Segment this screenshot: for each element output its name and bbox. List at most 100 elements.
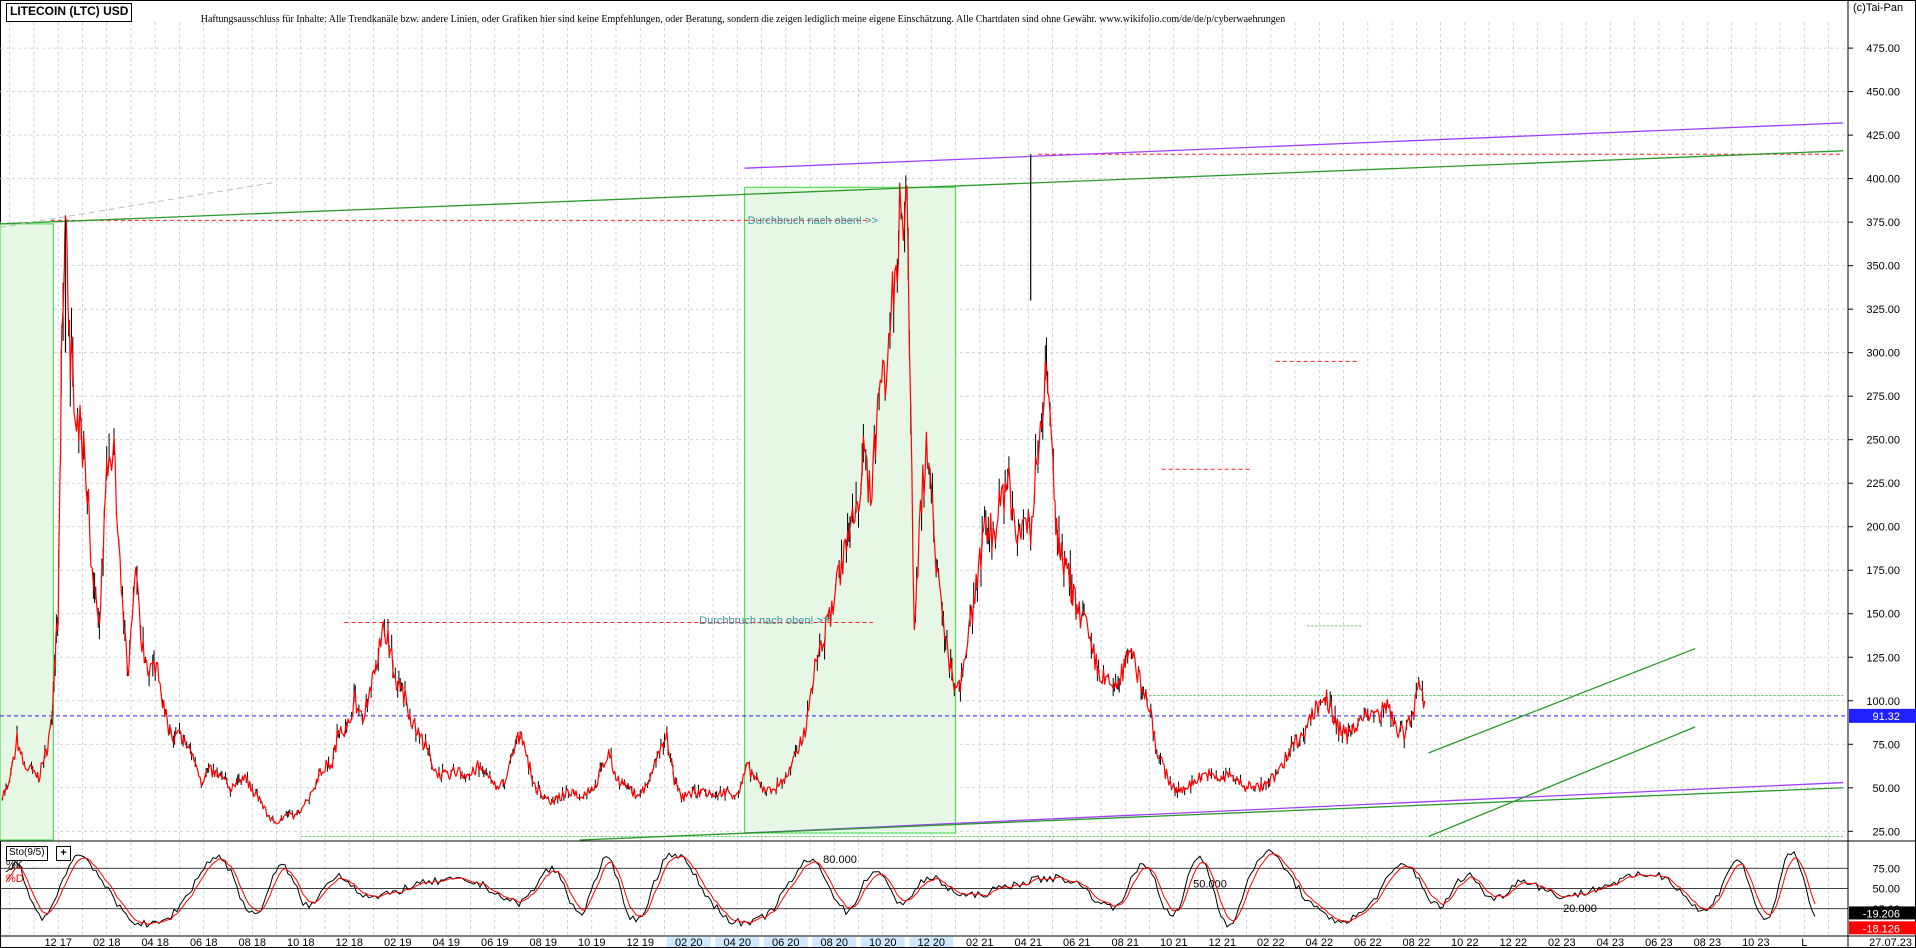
y-tick-label: 450.00	[1866, 87, 1900, 99]
last-date-label: 27.07.23	[1869, 937, 1912, 948]
price-series	[1, 154, 1426, 825]
x-tick-label: 04 19	[432, 937, 460, 948]
x-tick-label: 06 23	[1645, 937, 1673, 948]
breakout-annotation: Durchbruch nach oben! >>	[748, 215, 878, 227]
x-tick-label: 12 20	[918, 937, 946, 948]
x-tick-label: 10 18	[287, 937, 315, 948]
stoch-k-value-box	[1849, 906, 1916, 920]
x-tick-highlight	[860, 937, 905, 947]
x-tick-label: 04 20	[723, 937, 751, 948]
copyright-label: (c)Tai-Pan	[1853, 2, 1904, 14]
x-tick-label: 02 22	[1257, 937, 1285, 948]
trend-line-purple	[744, 122, 1844, 169]
highlight-zone	[743, 186, 957, 834]
y-tick-label: 125.00	[1866, 652, 1900, 664]
chart-annotations: Durchbruch nach oben! >> Durchbruch nach …	[699, 215, 878, 627]
indicator-name[interactable]: Sto(9/5)	[6, 846, 48, 861]
x-tick-label: 04 22	[1306, 937, 1334, 948]
x-tick-label: 08 19	[529, 937, 557, 948]
stoch-level-label: 50.00	[1872, 884, 1900, 896]
y-tick-label: 275.00	[1866, 391, 1900, 403]
x-tick-label: 04 18	[141, 937, 169, 948]
y-tick-label: 475.00	[1866, 43, 1900, 55]
x-tick-highlight	[909, 937, 954, 947]
x-tick-label: 10 23	[1742, 937, 1770, 948]
y-tick-label: 300.00	[1866, 348, 1900, 360]
y-tick-label: 400.00	[1866, 174, 1900, 186]
x-tick-label: 10 19	[578, 937, 606, 948]
x-tick-label: 12 18	[335, 937, 363, 948]
x-tick-label: 06 19	[481, 937, 509, 948]
y-tick-label: 25.00	[1872, 826, 1900, 838]
x-tick-label: 08 20	[821, 937, 849, 948]
x-tick-label: 12 19	[626, 937, 654, 948]
y-tick-label: 100.00	[1866, 696, 1900, 708]
trend-line-green	[1428, 726, 1696, 838]
x-tick-label: 02 20	[675, 937, 703, 948]
stoch-d-label: %D	[6, 873, 24, 885]
highlight-zone	[0, 223, 54, 841]
stoch-level-label: 75.00	[1872, 863, 1900, 875]
x-tick-label: 06 18	[190, 937, 218, 948]
x-tick-label: 04 21	[1015, 937, 1043, 948]
stoch-k-line	[5, 848, 1816, 928]
y-tick-label: 375.00	[1866, 217, 1900, 229]
x-tick-label: L	[1801, 937, 1807, 948]
x-tick-label: 10 20	[869, 937, 897, 948]
trend-line-green	[1428, 647, 1696, 754]
stoch-level-annotation: 80.000	[823, 854, 857, 866]
disclaimer-text: Haftungsausschluss für Inhalte: Alle Tre…	[0, 14, 1916, 25]
x-tick-label: 12 21	[1209, 937, 1237, 948]
breakout-annotation: Durchbruch nach oben! >>	[699, 615, 829, 627]
stoch-d-line	[5, 853, 1816, 925]
x-axis: 12 17 02 18 04 18 06 18 08 18 10 18 12 18 02 19…	[44, 937, 1912, 948]
add-indicator-button[interactable]: +	[56, 846, 71, 861]
trend-line-purple	[744, 781, 1844, 834]
chart-title: LITECOIN (LTC) USD	[6, 3, 133, 22]
extension-line	[0, 181, 277, 228]
x-tick-highlight	[715, 937, 760, 947]
stoch-level-annotation: 20.000	[1563, 903, 1597, 915]
x-tick-label: 10 21	[1160, 937, 1188, 948]
x-tick-label: 02 21	[966, 937, 994, 948]
y-tick-label: 250.00	[1866, 435, 1900, 447]
x-tick-label: 12 17	[44, 937, 72, 948]
price-line	[1, 182, 1426, 825]
x-tick-highlight	[763, 937, 808, 947]
stoch-d-value-box	[1849, 921, 1916, 935]
x-tick-label: 02 19	[384, 937, 412, 948]
y-tick-label: 325.00	[1866, 304, 1900, 316]
x-tick-label: 06 20	[772, 937, 800, 948]
y-tick-label: 350.00	[1866, 261, 1900, 273]
y-tick-label: 425.00	[1866, 130, 1900, 142]
trend-lines	[0, 122, 1844, 841]
trend-line-green	[0, 150, 1844, 225]
x-tick-label: 08 21	[1112, 937, 1140, 948]
x-tick-label: 06 21	[1063, 937, 1091, 948]
last-price-box	[1849, 708, 1916, 723]
y-tick-label: 175.00	[1866, 565, 1900, 577]
price-bars-up	[1, 175, 1423, 824]
x-tick-highlight	[812, 937, 857, 947]
stochastic-panel: 75.0050.0025.0080.00050.00020.000-19.206…	[0, 848, 1916, 935]
y-tick-label: 200.00	[1866, 522, 1900, 534]
horizontal-levels	[0, 153, 1848, 838]
x-tick-highlight	[666, 937, 711, 947]
x-tick-label: 10 22	[1451, 937, 1479, 948]
stoch-level-annotation: 50.000	[1193, 879, 1227, 891]
x-tick-label: 06 22	[1354, 937, 1382, 948]
x-tick-label: 02 23	[1548, 937, 1576, 948]
y-axis: 25.00 50.00 75.00 100.00 125.00 150.00 175.00 2…	[1848, 43, 1916, 838]
highlight-zones	[0, 186, 957, 841]
y-tick-label: 50.00	[1872, 783, 1900, 795]
y-tick-label: 75.00	[1872, 739, 1900, 751]
x-tick-label: 04 23	[1597, 937, 1625, 948]
last-price-label: 91.32	[1872, 711, 1900, 723]
x-tick-label: 12 22	[1500, 937, 1528, 948]
y-tick-label: 225.00	[1866, 478, 1900, 490]
x-tick-label: 02 18	[93, 937, 121, 948]
